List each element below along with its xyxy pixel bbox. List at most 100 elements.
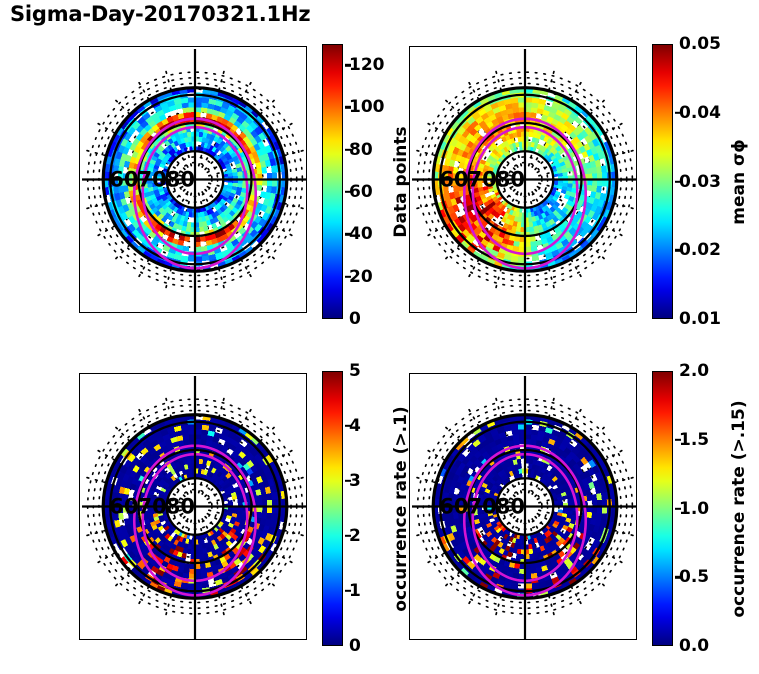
heatmap-cell	[463, 145, 471, 154]
heatmap-cell	[219, 229, 227, 237]
heatmap-cell	[533, 552, 539, 559]
heatmap-cell	[136, 210, 144, 219]
heatmap-cell	[462, 465, 470, 473]
heatmap-cell	[150, 138, 158, 146]
heatmap-cell	[161, 560, 169, 568]
heatmap-cell	[171, 543, 177, 550]
heatmap-cell	[528, 216, 533, 223]
heatmap-cell	[464, 194, 471, 201]
heatmap-cell	[601, 506, 608, 514]
heatmap-cell	[256, 184, 263, 192]
heatmap-cell	[250, 465, 258, 473]
heatmap-cell	[592, 500, 598, 507]
heatmap-cell	[449, 447, 459, 457]
heatmap-cell	[480, 159, 487, 165]
heatmap-cell	[477, 199, 484, 206]
heatmap-cell	[466, 199, 473, 206]
heatmap-cell	[469, 136, 478, 144]
heatmap-cell	[546, 214, 553, 221]
heatmap-cell	[231, 112, 240, 121]
heatmap-cell	[519, 241, 525, 247]
heatmap-cell	[206, 536, 212, 543]
heatmap-cell	[550, 155, 557, 161]
heatmap-cell	[261, 447, 271, 457]
colorbar-ticks-occurrence-rate-gt-p15: 0.0 0.5 1.0 1.5 2.0	[675, 361, 745, 656]
heatmap-cell	[162, 476, 169, 483]
heatmap-cell	[261, 166, 267, 174]
heatmap-cell	[159, 478, 166, 485]
heatmap-cell	[489, 151, 496, 158]
heatmap-cell	[481, 197, 488, 204]
heatmap-cell	[513, 543, 519, 549]
heatmap-cell	[135, 246, 146, 255]
heatmap-cell	[226, 121, 234, 129]
heatmap-cell	[568, 99, 578, 109]
heatmap-cell	[496, 563, 504, 570]
heatmap-cell	[551, 149, 558, 156]
heatmap-cell	[557, 182, 563, 187]
heatmap-cell	[548, 438, 556, 446]
heatmap-cell	[497, 541, 504, 548]
heatmap-cell	[178, 546, 184, 553]
heatmap-cell	[160, 160, 167, 166]
heatmap-cell	[542, 436, 550, 444]
heatmap-cell	[227, 246, 237, 254]
heatmap-cell	[164, 140, 171, 147]
heatmap-cell	[588, 523, 595, 532]
heatmap-cell	[157, 512, 163, 517]
heatmap-cell	[249, 194, 256, 201]
heatmap-cell	[236, 186, 243, 192]
heatmap-cell	[216, 563, 224, 570]
heatmap-cell	[231, 254, 241, 263]
heatmap-cell	[256, 114, 266, 124]
heatmap-cell	[199, 226, 205, 232]
heatmap-cell	[530, 439, 537, 445]
heatmap-cell	[264, 192, 271, 200]
heatmap-cell	[233, 486, 240, 492]
heatmap-cell	[536, 546, 542, 553]
heatmap-cell	[231, 96, 241, 105]
heatmap-cell	[132, 448, 141, 457]
heatmap-cell	[583, 470, 591, 479]
heatmap-cell	[237, 171, 243, 176]
heatmap-cell	[553, 160, 560, 166]
heatmap-cell	[498, 558, 506, 566]
heatmap-cell	[525, 246, 532, 252]
heatmap-cell	[147, 513, 154, 519]
heatmap-cell	[181, 537, 187, 544]
heatmap-cell	[247, 199, 254, 206]
heatmap-cell	[231, 206, 239, 214]
heatmap-cell	[150, 547, 158, 555]
heatmap-cell	[473, 554, 482, 562]
heatmap-cell	[235, 190, 242, 196]
heatmap-cell	[115, 526, 123, 535]
heatmap-cell	[200, 211, 205, 217]
heatmap-cell	[237, 498, 243, 503]
heatmap-cell	[168, 202, 174, 209]
heatmap-cell	[127, 529, 134, 538]
heatmap-cell	[477, 494, 484, 500]
heatmap-cell	[125, 481, 132, 490]
heatmap-cell	[450, 480, 458, 488]
heatmap-cell	[206, 460, 212, 467]
heatmap-cell	[454, 235, 464, 245]
heatmap-cell	[216, 535, 223, 542]
heatmap-cell	[232, 509, 238, 514]
colorbar-tick-label: 1.5	[679, 429, 710, 450]
heatmap-cell	[216, 208, 223, 215]
heatmap-cell	[267, 526, 275, 535]
heatmap-cell	[569, 518, 576, 525]
heatmap-cell	[198, 548, 204, 555]
heatmap-cell	[153, 516, 160, 522]
heatmap-cell	[480, 547, 488, 555]
heatmap-cell	[183, 216, 189, 222]
heatmap-cell	[553, 114, 562, 122]
heatmap-cell	[270, 513, 277, 521]
heatmap-cell	[195, 256, 203, 262]
heatmap-cell	[142, 577, 152, 587]
heatmap-cell	[491, 469, 498, 477]
heatmap-cell	[448, 166, 454, 174]
heatmap-cell	[232, 458, 240, 466]
lat-tick-label-60: 60	[109, 168, 138, 192]
heatmap-cell	[132, 465, 140, 473]
